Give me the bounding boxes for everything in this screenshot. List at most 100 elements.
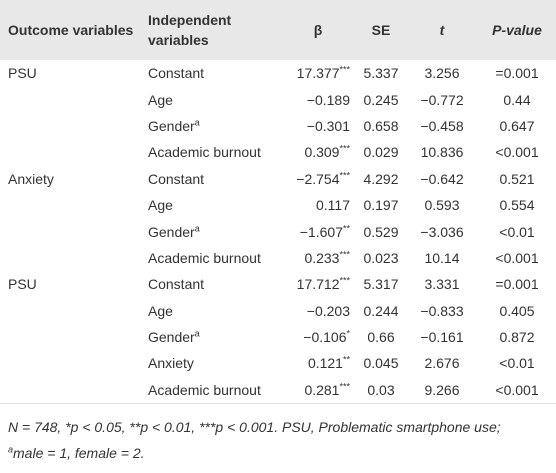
beta-text: 0.117 (316, 197, 350, 214)
se-text: 5.317 (363, 276, 399, 293)
variable-text: Academic burnout (148, 144, 261, 161)
beta-cell: −1.607** (286, 218, 356, 244)
variable-cell: Academic burnout (140, 245, 286, 271)
t-text: −0.833 (420, 302, 464, 319)
header-text: β (313, 22, 323, 38)
significance: * (346, 328, 350, 339)
table-row: Age −0.203 0.244 −0.833 0.405 (0, 298, 556, 324)
se-text: 0.023 (363, 249, 399, 266)
t-text: 0.593 (424, 197, 460, 214)
outcome-cell (0, 350, 140, 376)
p-text: =0.001 (495, 65, 539, 82)
p-cell: =0.001 (478, 271, 556, 297)
variable-cell: Academic burnout (140, 139, 286, 165)
p-cell: 0.44 (478, 86, 556, 112)
beta-cell: −0.301 (286, 113, 356, 139)
header-text: t (439, 22, 445, 38)
se-cell: 0.197 (356, 192, 406, 218)
beta-cell: 0.233*** (286, 245, 356, 271)
column-header: Outcome variables (0, 0, 140, 60)
variable-cell: Gendera (140, 113, 286, 139)
t-text: 10.836 (420, 144, 464, 161)
beta-text: 0.281 (304, 381, 340, 398)
outcome-cell (0, 324, 140, 350)
p-text: 0.44 (503, 91, 531, 108)
header-text: SE (371, 22, 391, 38)
se-text: 0.529 (363, 223, 399, 240)
variable-text: Constant (148, 170, 205, 187)
table-row: Gendera −0.301 0.658 −0.458 0.647 (0, 113, 556, 139)
p-cell: =0.001 (478, 60, 556, 86)
column-header: P-value (478, 0, 556, 60)
variable-text: Age (148, 302, 173, 319)
variable-cell: Constant (140, 271, 286, 297)
superscript: a (194, 328, 200, 339)
beta-cell: 0.121** (286, 350, 356, 376)
beta-text: −0.106 (303, 329, 347, 346)
t-cell: 3.331 (406, 271, 478, 297)
se-cell: 0.029 (356, 139, 406, 165)
column-header: SE (356, 0, 406, 60)
outcome-text: Anxiety (8, 170, 54, 187)
table-row: Age −0.189 0.245 −0.772 0.44 (0, 86, 556, 112)
beta-text: 17.377 (296, 65, 340, 82)
t-text: −0.642 (420, 170, 464, 187)
outcome-cell (0, 86, 140, 112)
column-header: β (286, 0, 356, 60)
beta-cell: 0.117 (286, 192, 356, 218)
beta-text: −0.301 (306, 117, 350, 134)
t-text: −0.772 (420, 91, 464, 108)
se-cell: 5.337 (356, 60, 406, 86)
footnote-line: N = 748, *p < 0.05, **p < 0.01, ***p < 0… (8, 419, 501, 436)
variable-cell: Constant (140, 166, 286, 192)
variable-text: Gender (148, 223, 195, 240)
se-text: 0.045 (363, 355, 399, 372)
table-row: Academic burnout 0.233*** 0.023 10.14 <0.001 (0, 245, 556, 271)
p-text: <0.001 (495, 144, 539, 161)
t-cell: 10.14 (406, 245, 478, 271)
outcome-cell (0, 245, 140, 271)
table-row: Academic burnout 0.281*** 0.03 9.266 <0.001 (0, 376, 556, 405)
variable-text: Age (148, 91, 173, 108)
t-cell: 0.593 (406, 192, 478, 218)
p-text: <0.001 (495, 249, 539, 266)
beta-text: 0.121 (307, 355, 343, 372)
p-text: =0.001 (495, 276, 539, 293)
se-text: 0.029 (363, 144, 399, 161)
table-row: Anxiety 0.121** 0.045 2.676 <0.01 (0, 350, 556, 376)
t-cell: 10.836 (406, 139, 478, 165)
superscript: a (194, 222, 200, 233)
significance: *** (339, 143, 350, 154)
t-text: 2.676 (424, 355, 460, 372)
t-cell: −3.036 (406, 218, 478, 244)
outcome-text: PSU (8, 65, 37, 82)
header-row: Outcome variables Independent variables β S… (0, 0, 556, 60)
significance: *** (339, 275, 350, 286)
p-cell: 0.647 (478, 113, 556, 139)
t-cell: −0.833 (406, 298, 478, 324)
se-text: 0.03 (367, 381, 395, 398)
outcome-cell (0, 139, 140, 165)
p-cell: <0.01 (478, 350, 556, 376)
outcome-cell (0, 376, 140, 405)
beta-cell: 0.309*** (286, 139, 356, 165)
table-row: PSU Constant 17.712*** 5.317 3.331 =0.001 (0, 271, 556, 297)
se-cell: 4.292 (356, 166, 406, 192)
footnote: N = 748, *p < 0.05, **p < 0.01, ***p < 0… (0, 404, 556, 466)
beta-text: 17.712 (296, 276, 340, 293)
variable-cell: Age (140, 86, 286, 112)
variable-text: Age (148, 197, 173, 214)
outcome-cell (0, 218, 140, 244)
column-header: Independent variables (140, 0, 286, 60)
outcome-cell (0, 298, 140, 324)
beta-cell: −0.106* (286, 324, 356, 350)
variable-text: Academic burnout (148, 249, 261, 266)
se-text: 5.337 (363, 65, 399, 82)
variable-text: Anxiety (148, 355, 194, 372)
se-text: 0.245 (363, 91, 399, 108)
header-text: Outcome variables (8, 22, 134, 38)
p-cell: 0.872 (478, 324, 556, 350)
t-cell: −0.161 (406, 324, 478, 350)
beta-cell: 0.281*** (286, 376, 356, 405)
p-cell: <0.01 (478, 218, 556, 244)
